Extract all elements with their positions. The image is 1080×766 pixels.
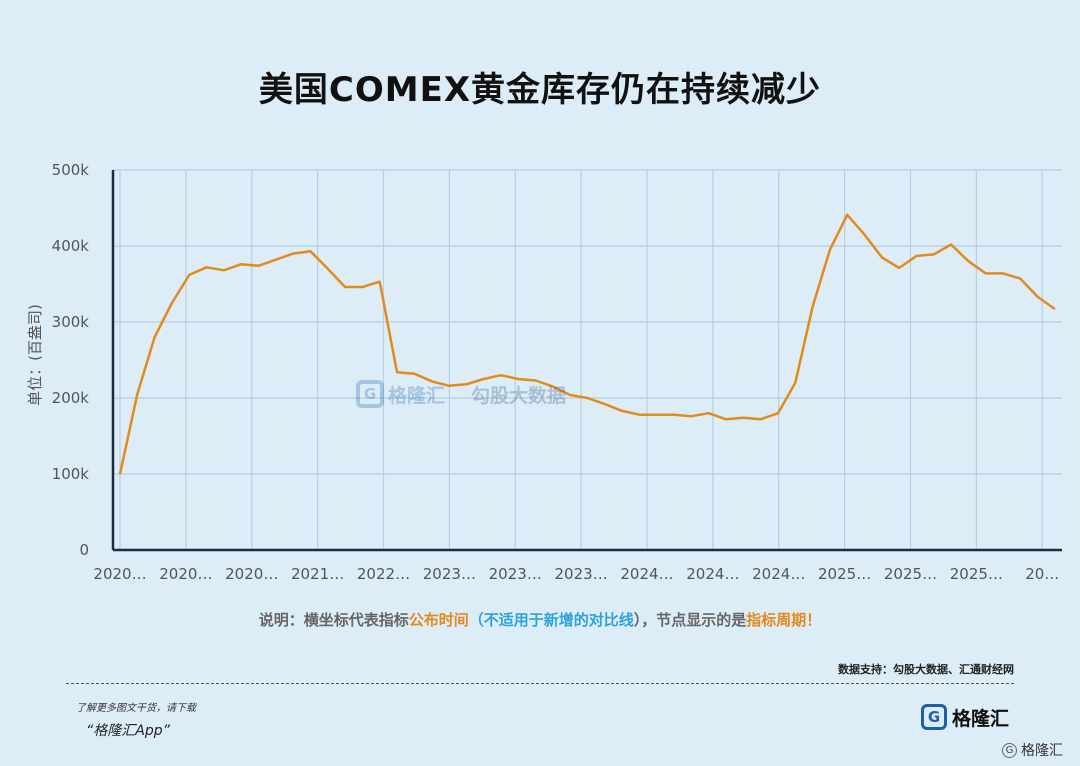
watermark: G 格隆汇 勾股大数据 — [356, 380, 566, 408]
watermark-brand: 格隆汇 — [388, 384, 446, 407]
download-app-name: “格隆汇App” — [86, 723, 170, 739]
brand-name: 格隆汇 — [952, 707, 1010, 730]
x-tick-label: 2021… — [291, 565, 344, 583]
y-tick-label: 100k — [52, 465, 90, 483]
x-tick-label: 2023… — [423, 565, 476, 583]
gold-inventory-line — [118, 213, 1056, 475]
y-axis-label: 单位：(百盎司) — [25, 304, 44, 406]
x-tick-label: 2023… — [489, 565, 542, 583]
corner-logo-text: 格隆汇 — [1021, 743, 1063, 759]
corner-logo: G 格隆汇 — [1002, 740, 1063, 760]
note-paren-close: ），节点显示的是 — [633, 611, 747, 629]
chart-note: 说明：横坐标代表指标公布时间（不适用于新增的对比线），节点显示的是指标周期！ — [0, 609, 1080, 630]
x-tick-label: 2025… — [884, 565, 937, 583]
data-source: 数据支持：勾股大数据、汇通财经网 — [838, 663, 1014, 676]
x-tick-label: 2025… — [818, 565, 871, 583]
note-paren-open: （ — [468, 611, 484, 629]
y-tick-label: 200k — [52, 389, 90, 407]
y-tick-label: 0 — [79, 541, 89, 559]
download-prompt: 了解更多图文干货，请下载 — [76, 703, 196, 714]
x-tick-label: 2022… — [357, 565, 410, 583]
x-tick-label: 2020… — [225, 565, 278, 583]
x-tick-label: 20… — [1025, 565, 1059, 583]
brand-logo-icon: G — [921, 704, 947, 730]
x-tick-label: 2024… — [686, 565, 739, 583]
watermark-data-brand: 勾股大数据 — [471, 384, 567, 407]
x-tick-label: 2020… — [159, 565, 212, 583]
note-time-part: 公布时间 — [408, 611, 469, 629]
x-tick-label: 2024… — [620, 565, 673, 583]
note-prefix: 说明：横坐标代表指标 — [258, 611, 409, 629]
chart-title: 美国COMEX黄金库存仍在持续减少 — [258, 70, 822, 110]
y-tick-label: 300k — [52, 313, 90, 331]
divider — [66, 683, 1014, 684]
corner-logo-icon: G — [1002, 742, 1017, 758]
y-tick-label: 500k — [52, 161, 90, 179]
note-period-part: 指标周期！ — [746, 611, 822, 629]
x-tick-label: 2020… — [93, 565, 146, 583]
x-tick-label: 2023… — [555, 565, 608, 583]
y-tick-label: 400k — [52, 237, 90, 255]
note-blue-part: 不适用于新增的对比线 — [483, 611, 634, 629]
x-tick-label: 2025… — [950, 565, 1003, 583]
x-tick-label: 2024… — [752, 565, 805, 583]
watermark-logo-icon: G — [356, 380, 384, 408]
brand-logo: G 格隆汇 — [921, 702, 1009, 732]
